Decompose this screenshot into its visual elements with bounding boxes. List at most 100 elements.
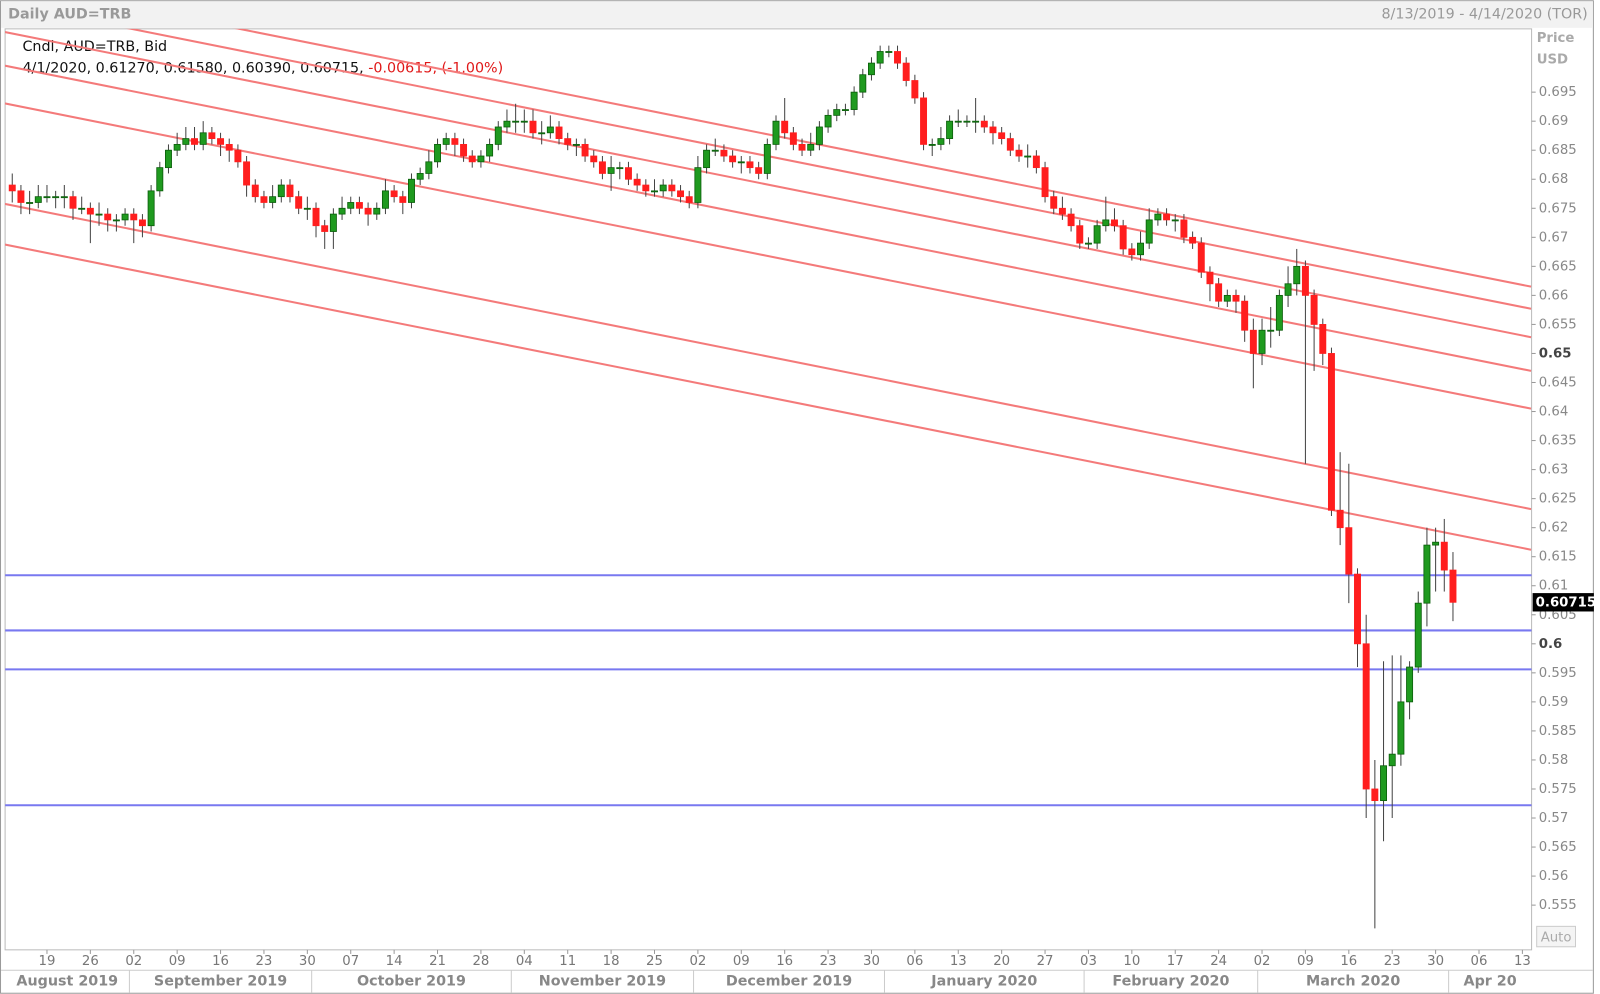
candle-body xyxy=(1189,236,1197,244)
candle-body xyxy=(1084,242,1092,245)
candle-body xyxy=(347,202,355,209)
x-tick-label: 16 xyxy=(776,954,793,969)
candle-body xyxy=(711,149,719,152)
candle-body xyxy=(772,120,780,145)
candle-body xyxy=(86,207,94,215)
month-label: Apr 20 xyxy=(1464,973,1517,989)
x-tick-label: 20 xyxy=(993,954,1010,969)
candle-body xyxy=(763,143,771,174)
candle-body xyxy=(1301,265,1309,296)
candle-body xyxy=(1232,294,1240,302)
y-tick-label: 0.65 xyxy=(1539,346,1572,361)
auto-button-label[interactable]: Auto xyxy=(1541,931,1572,946)
month-label: March 2020 xyxy=(1306,973,1400,989)
candle-body xyxy=(529,120,537,134)
candle-body xyxy=(1388,753,1396,767)
x-tick-label: 10 xyxy=(1123,954,1140,969)
candle-body xyxy=(885,51,893,53)
candle-body xyxy=(902,62,910,81)
candle-body xyxy=(173,143,181,151)
x-tick-label: 26 xyxy=(82,954,99,969)
candle-body xyxy=(685,196,693,203)
y-tick-label: 0.58 xyxy=(1539,753,1569,768)
candle-body xyxy=(1215,283,1223,302)
candle-body xyxy=(546,126,554,134)
candle-body xyxy=(34,196,42,203)
candle-body xyxy=(286,184,294,198)
candle-body xyxy=(633,178,641,186)
candle-body xyxy=(147,190,155,227)
info-line: 4/1/2020, 0.61270, 0.61580, 0.60390, 0.6… xyxy=(22,61,503,77)
candle-body xyxy=(355,202,363,209)
candle-body xyxy=(486,143,494,157)
candle-body xyxy=(659,184,667,192)
y-tick-label: 0.695 xyxy=(1539,85,1577,100)
x-tick-label: 30 xyxy=(299,954,316,969)
plot-area xyxy=(4,28,1533,951)
candle-body xyxy=(1432,541,1440,546)
candle-body xyxy=(512,120,520,123)
candle-body xyxy=(60,196,68,199)
y-tick-label: 0.62 xyxy=(1539,521,1569,536)
y-tick-label: 0.59 xyxy=(1539,695,1569,710)
candle-body xyxy=(1449,569,1457,603)
candle-body xyxy=(1397,701,1405,755)
header-bar xyxy=(1,1,1593,28)
candle-body xyxy=(1258,329,1266,354)
x-tick-label: 09 xyxy=(733,954,750,969)
candle-body xyxy=(677,190,685,198)
date-range: 8/13/2019 - 4/14/2020 (TOR) xyxy=(1381,7,1587,23)
trend-line xyxy=(5,31,1532,339)
candle-body xyxy=(928,143,936,146)
x-tick-label: 04 xyxy=(516,954,533,969)
candle-body xyxy=(1275,294,1283,331)
candle-body xyxy=(520,120,528,123)
x-tick-label: 23 xyxy=(820,954,837,969)
candle-body xyxy=(43,196,51,199)
candle-body xyxy=(1267,329,1275,332)
x-tick-label: 18 xyxy=(603,954,620,969)
candle-body xyxy=(138,219,146,227)
candle-body xyxy=(477,155,485,163)
candle-body xyxy=(789,132,797,145)
candle-body xyxy=(1362,643,1370,790)
candle-body xyxy=(1058,207,1066,215)
candle-body xyxy=(1102,219,1110,227)
candle-body xyxy=(1406,666,1414,703)
x-tick-label: 09 xyxy=(1297,954,1314,969)
candle-body xyxy=(1206,271,1214,285)
candle-body xyxy=(694,167,702,203)
candle-body xyxy=(1336,509,1344,529)
candle-body xyxy=(876,51,884,64)
candle-body xyxy=(425,161,433,174)
x-tick-label: 03 xyxy=(1080,954,1097,969)
candle-body xyxy=(1345,527,1353,575)
y-tick-label: 0.69 xyxy=(1539,114,1569,129)
candle-body xyxy=(850,91,858,110)
candle-body xyxy=(1024,155,1032,158)
candle-body xyxy=(972,120,980,123)
candle-body xyxy=(1423,544,1431,604)
candle-body xyxy=(1197,242,1205,273)
candle-body xyxy=(564,138,572,145)
candle-body xyxy=(833,109,841,116)
y-tick-label: 0.625 xyxy=(1539,492,1577,507)
y-tick-label: 0.6 xyxy=(1539,637,1562,652)
month-label: November 2019 xyxy=(539,973,666,989)
month-label: February 2020 xyxy=(1112,973,1229,989)
candle-body xyxy=(1145,219,1153,244)
candle-body xyxy=(1171,219,1179,222)
candle-body xyxy=(312,207,320,227)
auto-button[interactable] xyxy=(1536,925,1577,948)
candle-body xyxy=(1093,225,1101,244)
y-tick-label: 0.675 xyxy=(1539,201,1577,216)
y-tick-label: 0.645 xyxy=(1539,375,1577,390)
y-tick-label: 0.635 xyxy=(1539,434,1577,449)
x-tick-label: 02 xyxy=(125,954,142,969)
x-tick-label: 19 xyxy=(39,954,56,969)
month-label: September 2019 xyxy=(154,973,287,989)
candle-body xyxy=(911,80,919,99)
candle-body xyxy=(989,126,997,134)
x-tick-label: 07 xyxy=(342,954,359,969)
candle-body xyxy=(17,190,25,203)
